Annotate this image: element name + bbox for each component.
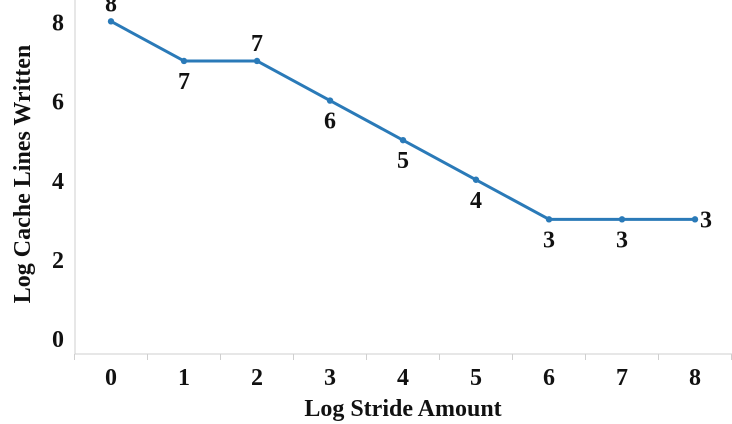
data-label: 3 (700, 207, 712, 233)
data-label: 5 (397, 148, 409, 174)
data-point (253, 57, 261, 65)
x-tick-label: 3 (324, 365, 336, 391)
x-tick-label: 4 (397, 365, 409, 391)
data-label: 3 (616, 227, 628, 253)
y-tick-label: 6 (52, 90, 64, 116)
data-label: 8 (105, 0, 117, 17)
y-tick-label: 8 (52, 10, 64, 36)
x-tick-label: 6 (543, 365, 555, 391)
x-tick-labels: 0 1 2 3 4 5 6 7 8 (105, 365, 701, 391)
data-point (399, 136, 407, 144)
x-minor-ticks (74, 354, 732, 360)
series-group: 8 7 7 6 5 4 3 3 3 (105, 0, 712, 253)
data-point (618, 216, 626, 223)
data-label: 7 (178, 69, 190, 95)
x-tick-label: 8 (689, 365, 701, 391)
y-axis-title: Log Cache Lines Written (10, 45, 36, 303)
x-tick-label: 2 (251, 365, 263, 391)
y-tick-label: 2 (52, 248, 64, 274)
data-point (107, 18, 115, 25)
data-label: 6 (324, 109, 336, 135)
series-line (110, 20, 695, 221)
data-label: 7 (251, 31, 263, 57)
data-point (691, 216, 699, 223)
data-point (545, 216, 553, 223)
data-point (180, 57, 188, 65)
x-tick-label: 5 (470, 365, 482, 391)
y-tick-labels: 0 2 4 6 8 (52, 10, 64, 353)
x-tick-label: 7 (616, 365, 628, 391)
y-tick-label: 4 (52, 169, 64, 195)
y-tick-label: 0 (52, 327, 64, 353)
x-axis-title: Log Stride Amount (304, 396, 501, 422)
x-tick-label: 1 (178, 365, 190, 391)
data-label: 3 (543, 227, 555, 253)
data-point (326, 97, 334, 104)
axes (74, 0, 732, 355)
data-label: 4 (470, 188, 482, 214)
x-tick-label: 0 (105, 365, 117, 391)
data-point (472, 176, 480, 183)
